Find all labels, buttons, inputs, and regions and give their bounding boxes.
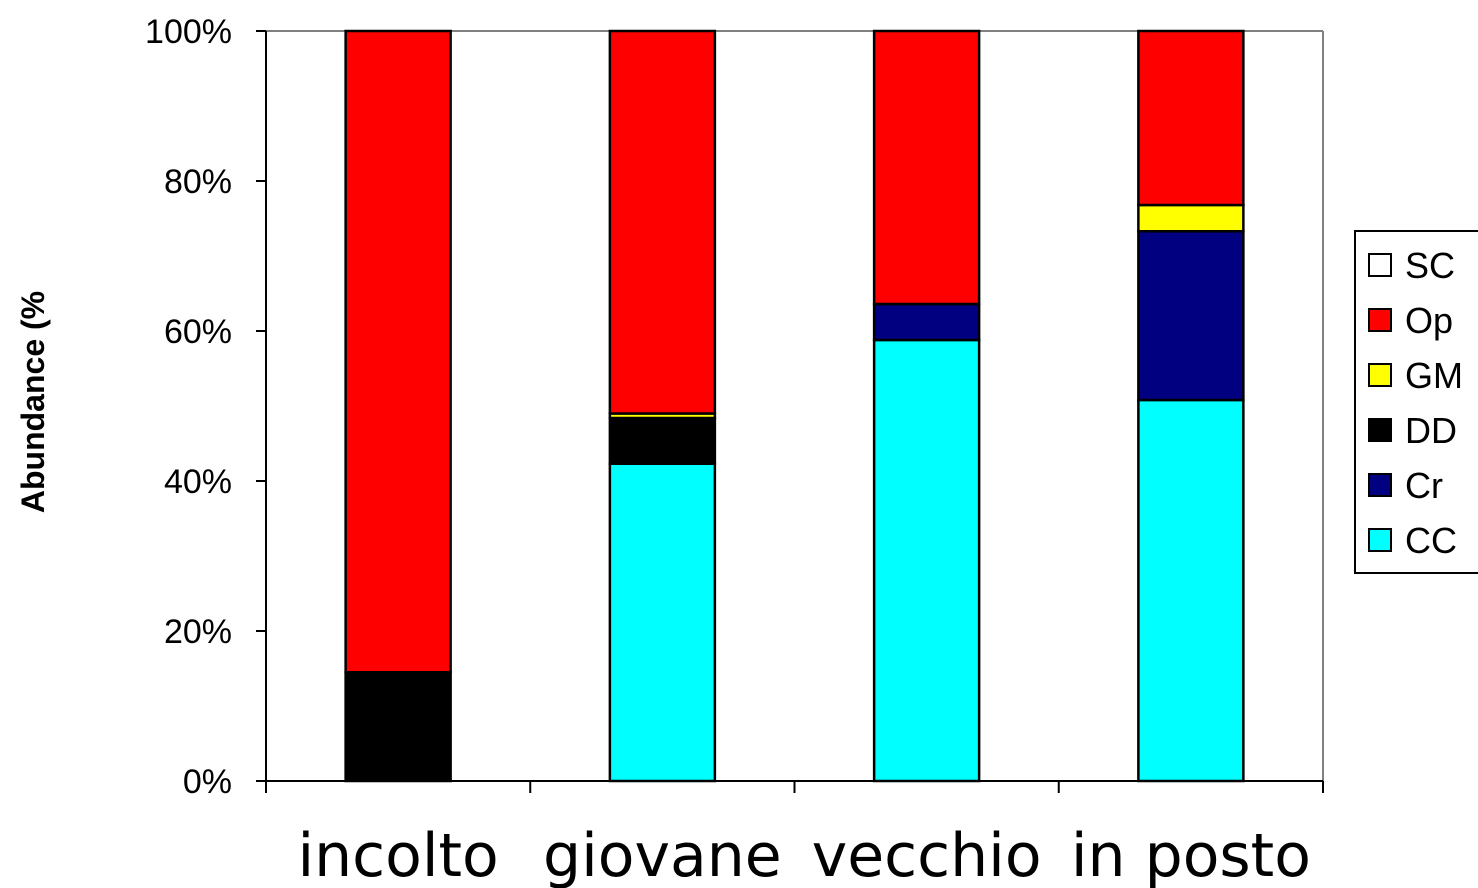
bar-segment-gm-in-posto bbox=[1137, 203, 1245, 233]
bars-layer bbox=[344, 29, 1245, 783]
legend-label-op: Op bbox=[1405, 300, 1453, 341]
legend-label-dd: DD bbox=[1405, 410, 1457, 451]
bar-segment-op-in-posto bbox=[1137, 29, 1245, 207]
bar-segment-cr-in-posto bbox=[1137, 230, 1245, 402]
legend-label-cr: Cr bbox=[1405, 465, 1443, 506]
y-tick-label: 60% bbox=[164, 313, 232, 351]
bar-segment-cc-vecchio bbox=[872, 338, 981, 783]
legend: SC Op GM DD Cr CC bbox=[1354, 230, 1478, 574]
legend-swatch-cr bbox=[1368, 473, 1392, 497]
legend-swatch-op bbox=[1368, 308, 1392, 332]
x-category-label: incolto bbox=[297, 821, 498, 888]
legend-label-sc: SC bbox=[1405, 245, 1455, 286]
y-tick-label: 80% bbox=[164, 163, 232, 201]
legend-swatch-gm bbox=[1368, 363, 1392, 387]
legend-swatch-dd bbox=[1368, 418, 1392, 442]
bar-segment-op-giovane bbox=[608, 29, 717, 415]
x-category-label: giovane bbox=[543, 821, 782, 888]
y-tick-label: 0% bbox=[183, 763, 232, 801]
bar-segment-cr-vecchio bbox=[872, 302, 981, 342]
category-labels: incolto giovane vecchio in posto bbox=[297, 821, 1310, 888]
x-category-label: in posto bbox=[1071, 821, 1311, 888]
y-axis-title: Abundance (% bbox=[15, 291, 51, 513]
bar-segment-dd-incolto bbox=[344, 671, 452, 783]
legend-swatch-cc bbox=[1368, 528, 1392, 552]
legend-swatch-sc bbox=[1368, 253, 1392, 277]
bar-segment-cc-in-posto bbox=[1137, 398, 1245, 783]
legend-label-cc: CC bbox=[1405, 520, 1457, 561]
legend-label-gm: GM bbox=[1405, 355, 1463, 396]
axes-layer bbox=[256, 30, 1324, 793]
y-tick-label: 40% bbox=[164, 463, 232, 501]
x-category-label: vecchio bbox=[812, 821, 1042, 888]
bar-segment-op-vecchio bbox=[872, 29, 981, 306]
bar-segment-dd-giovane bbox=[608, 416, 717, 465]
bar-segment-op-incolto bbox=[344, 29, 452, 674]
y-tick-label: 20% bbox=[164, 613, 232, 651]
legend-box bbox=[1354, 230, 1478, 574]
bar-segment-cc-giovane bbox=[608, 462, 717, 783]
y-tick-labels: 0% 20% 40% 60% 80% 100% bbox=[145, 13, 232, 801]
y-tick-label: 100% bbox=[145, 13, 232, 51]
